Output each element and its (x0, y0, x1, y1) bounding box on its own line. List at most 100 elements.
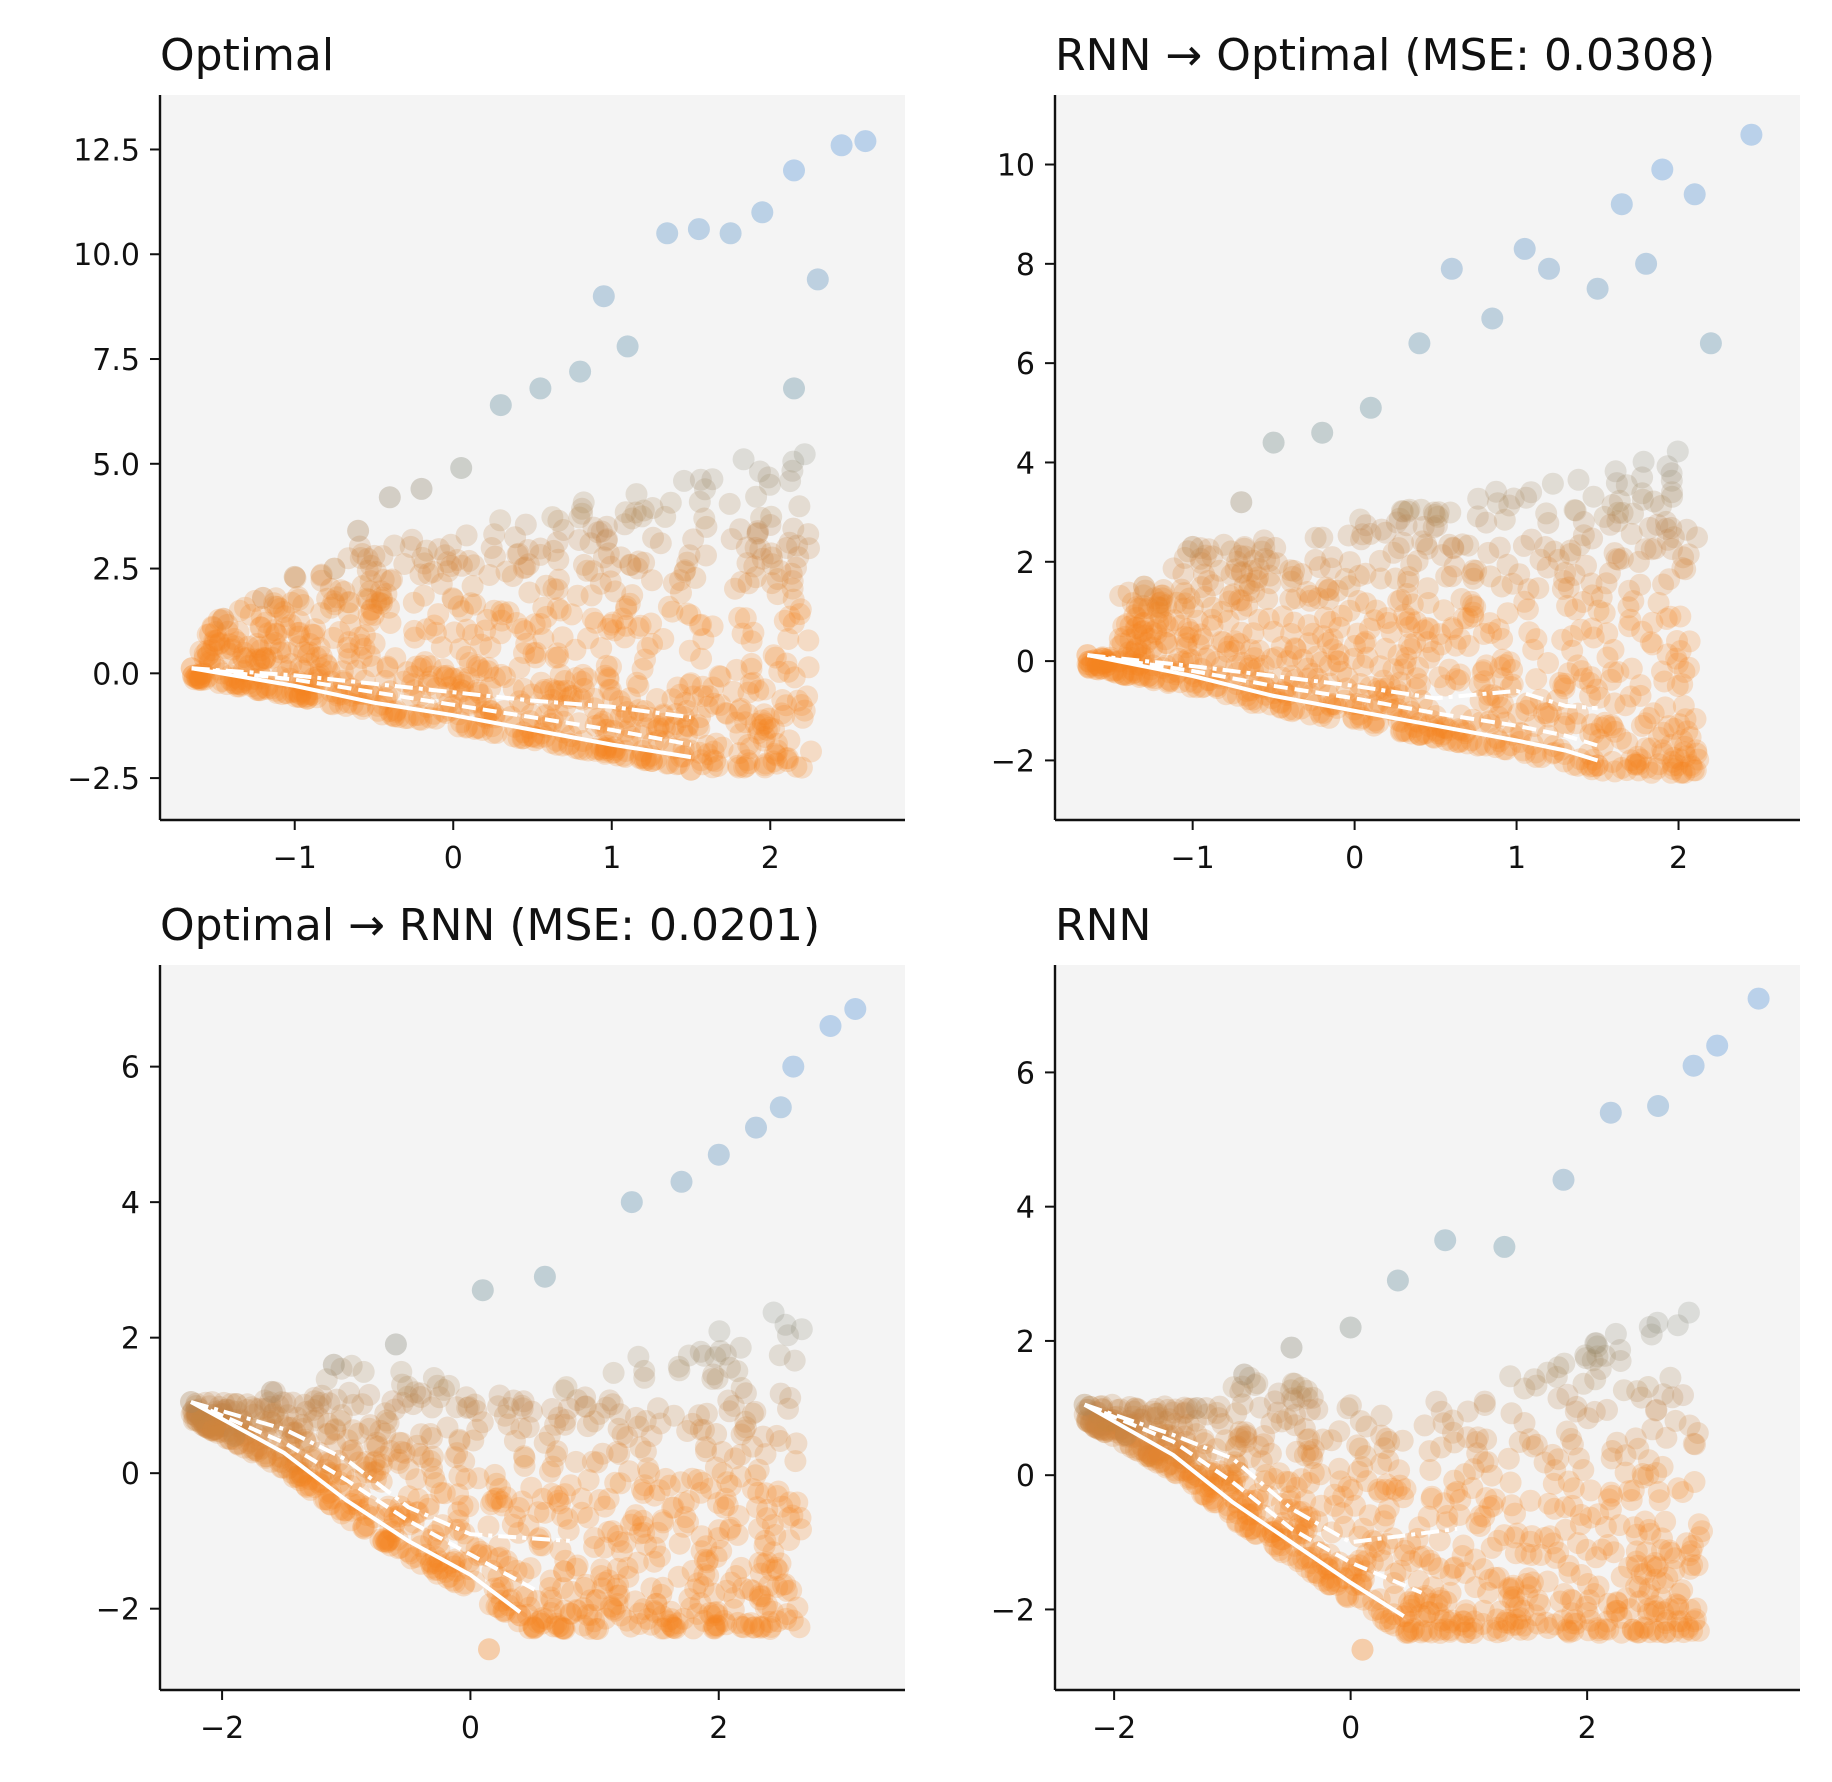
scatter-point (1677, 543, 1700, 566)
scatter-point (1556, 1383, 1579, 1406)
scatter-point (1642, 490, 1665, 513)
scatter-point (694, 1436, 717, 1459)
scatter-point (720, 1474, 743, 1497)
scatter-point (1346, 1434, 1369, 1457)
scatter-point (695, 1535, 718, 1558)
scatter-point (387, 1537, 410, 1560)
scatter-point (1640, 1323, 1663, 1346)
scatter-point (1525, 1374, 1548, 1397)
scatter-point (1514, 1542, 1537, 1565)
scatter-point (1652, 573, 1675, 596)
scatter-point (189, 1411, 212, 1434)
scatter-point (1646, 1620, 1669, 1643)
scatter-point (522, 1615, 545, 1638)
scatter-point (448, 1518, 471, 1541)
scatter-point (1194, 1484, 1217, 1507)
scatter-point (1370, 1424, 1393, 1447)
scatter-point (1338, 575, 1361, 598)
scatter-point (1524, 1604, 1547, 1627)
scatter-point (786, 534, 809, 557)
scatter-point (462, 1429, 485, 1452)
scatter-point (1682, 1432, 1705, 1455)
scatter-point (1561, 1589, 1584, 1612)
scatter-point (601, 1393, 624, 1416)
scatter-point (594, 664, 617, 687)
scatter-point (569, 360, 592, 383)
scatter-point (1574, 1344, 1597, 1367)
scatter-point (397, 706, 420, 729)
scatter-point (289, 656, 312, 679)
scatter-point (1138, 1445, 1161, 1468)
scatter-point (529, 543, 552, 566)
scatter-point (1559, 539, 1582, 562)
scatter-point (1347, 590, 1370, 612)
scatter-point (1247, 691, 1270, 714)
scatter-point (247, 1440, 269, 1463)
scatter-point (622, 1509, 645, 1532)
scatter-point (1075, 1409, 1098, 1432)
scatter-point (793, 699, 816, 722)
scatter-point (188, 668, 211, 691)
scatter-point (647, 715, 670, 738)
scatter-point (1142, 1446, 1165, 1469)
scatter-point (629, 746, 652, 769)
scatter-point (488, 1384, 511, 1407)
scatter-point (662, 572, 685, 595)
scatter-point (361, 655, 384, 678)
scatter-point (522, 642, 545, 665)
x-tick-label: −2 (1092, 1711, 1136, 1746)
scatter-point (458, 693, 481, 716)
scatter-point (384, 647, 407, 670)
scatter-point (462, 554, 485, 577)
scatter-point (1195, 1397, 1218, 1420)
scatter-point (553, 670, 576, 692)
scatter-point (255, 1445, 278, 1468)
scatter-point (221, 638, 244, 661)
scatter-point (1395, 646, 1418, 669)
scatter-point (1396, 583, 1419, 605)
scatter-point (1493, 508, 1516, 531)
scatter-point (594, 718, 617, 741)
scatter-point (624, 1590, 647, 1613)
scatter-point (746, 1496, 768, 1519)
scatter-point (1218, 590, 1241, 613)
scatter-point (1402, 1591, 1425, 1614)
y-tick-label: 10.0 (73, 238, 140, 273)
scatter-point (1428, 623, 1451, 646)
scatter-point (1639, 631, 1662, 654)
scatter-point (1519, 1530, 1542, 1553)
scatter-point (1180, 675, 1202, 698)
scatter-point (193, 647, 216, 670)
scatter-point (512, 677, 535, 700)
scatter-point (1533, 1451, 1556, 1474)
scatter-point (269, 641, 292, 664)
scatter-point (676, 1420, 699, 1442)
scatter-point (463, 1393, 486, 1416)
scatter-point (1292, 648, 1314, 671)
scatter-point (589, 572, 612, 595)
scatter-point (1263, 1390, 1286, 1413)
scatter-point (1625, 1550, 1648, 1573)
scatter-point (1377, 691, 1399, 714)
scatter-point (476, 1544, 499, 1567)
scatter-point (368, 591, 391, 614)
scatter-point (485, 721, 508, 744)
scatter-point (1473, 1394, 1496, 1416)
scatter-point (1175, 632, 1198, 655)
scatter-point (446, 1442, 469, 1465)
scatter-point (1147, 1447, 1170, 1470)
scatter-point (1349, 508, 1372, 531)
scatter-point (372, 1530, 395, 1552)
scatter-point (1610, 1565, 1633, 1588)
scatter-point (1637, 1464, 1660, 1486)
scatter-point (438, 1565, 461, 1588)
scatter-point (365, 561, 387, 583)
scatter-point (1553, 1352, 1576, 1375)
scatter-point (1372, 1607, 1394, 1630)
scatter-point (1427, 501, 1450, 524)
scatter-point (1290, 1468, 1313, 1491)
scatter-point (1281, 565, 1304, 588)
scatter-point (1405, 667, 1428, 690)
scatter-point (428, 1386, 451, 1409)
